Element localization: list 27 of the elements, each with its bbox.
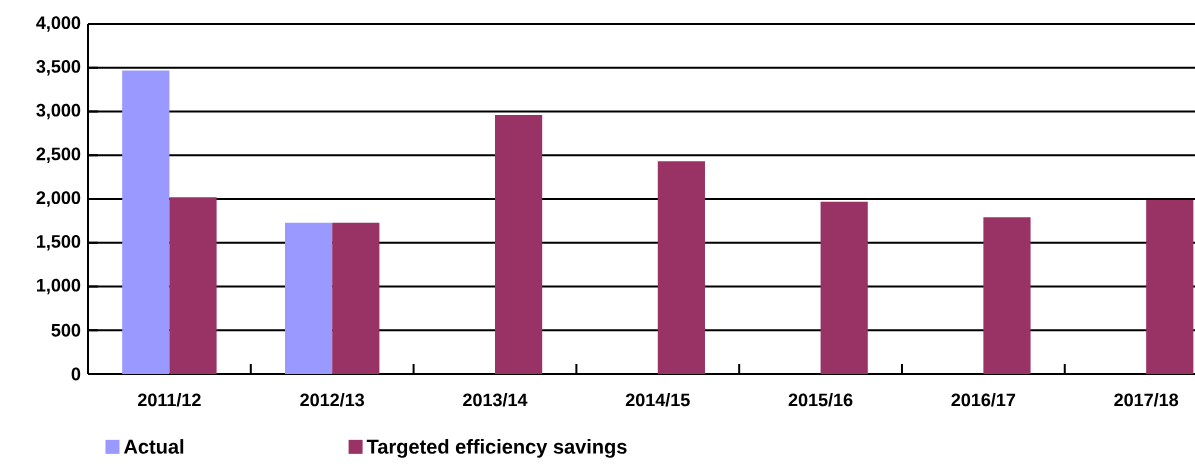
bar — [122, 70, 170, 374]
y-tick-label: 1,500 — [37, 235, 81, 251]
y-tick-label: 0 — [71, 367, 81, 381]
x-tick-label: 2014/15 — [625, 393, 690, 407]
bar — [983, 217, 1031, 374]
x-tick-label: 2013/14 — [463, 393, 528, 407]
x-tick-label: 2015/16 — [788, 393, 853, 407]
bar — [1146, 199, 1194, 374]
legend-label: Actual — [123, 439, 184, 454]
x-tick-label: 2016/17 — [951, 393, 1016, 407]
x-tick-label: 2012/13 — [300, 393, 365, 407]
y-tick-label: 1,000 — [37, 278, 81, 295]
bar — [169, 197, 217, 374]
bar — [494, 115, 543, 374]
y-tick-label: 3,000 — [36, 103, 81, 120]
y-tick-label: 2,500 — [36, 147, 81, 163]
y-tick-label: 3,500 — [36, 60, 81, 76]
x-tick-label: 2011/12 — [137, 393, 201, 407]
y-tick-label: 500 — [51, 323, 81, 337]
x-tick-label: 2017/18 — [1114, 393, 1179, 407]
bar — [284, 222, 333, 374]
legend-label: Targeted efficiency savings — [366, 439, 627, 458]
y-tick-label: 2,000 — [36, 191, 81, 207]
y-tick-label: 4,000 — [36, 16, 81, 32]
bar — [657, 161, 705, 374]
bar — [820, 201, 868, 374]
bar — [332, 222, 380, 374]
